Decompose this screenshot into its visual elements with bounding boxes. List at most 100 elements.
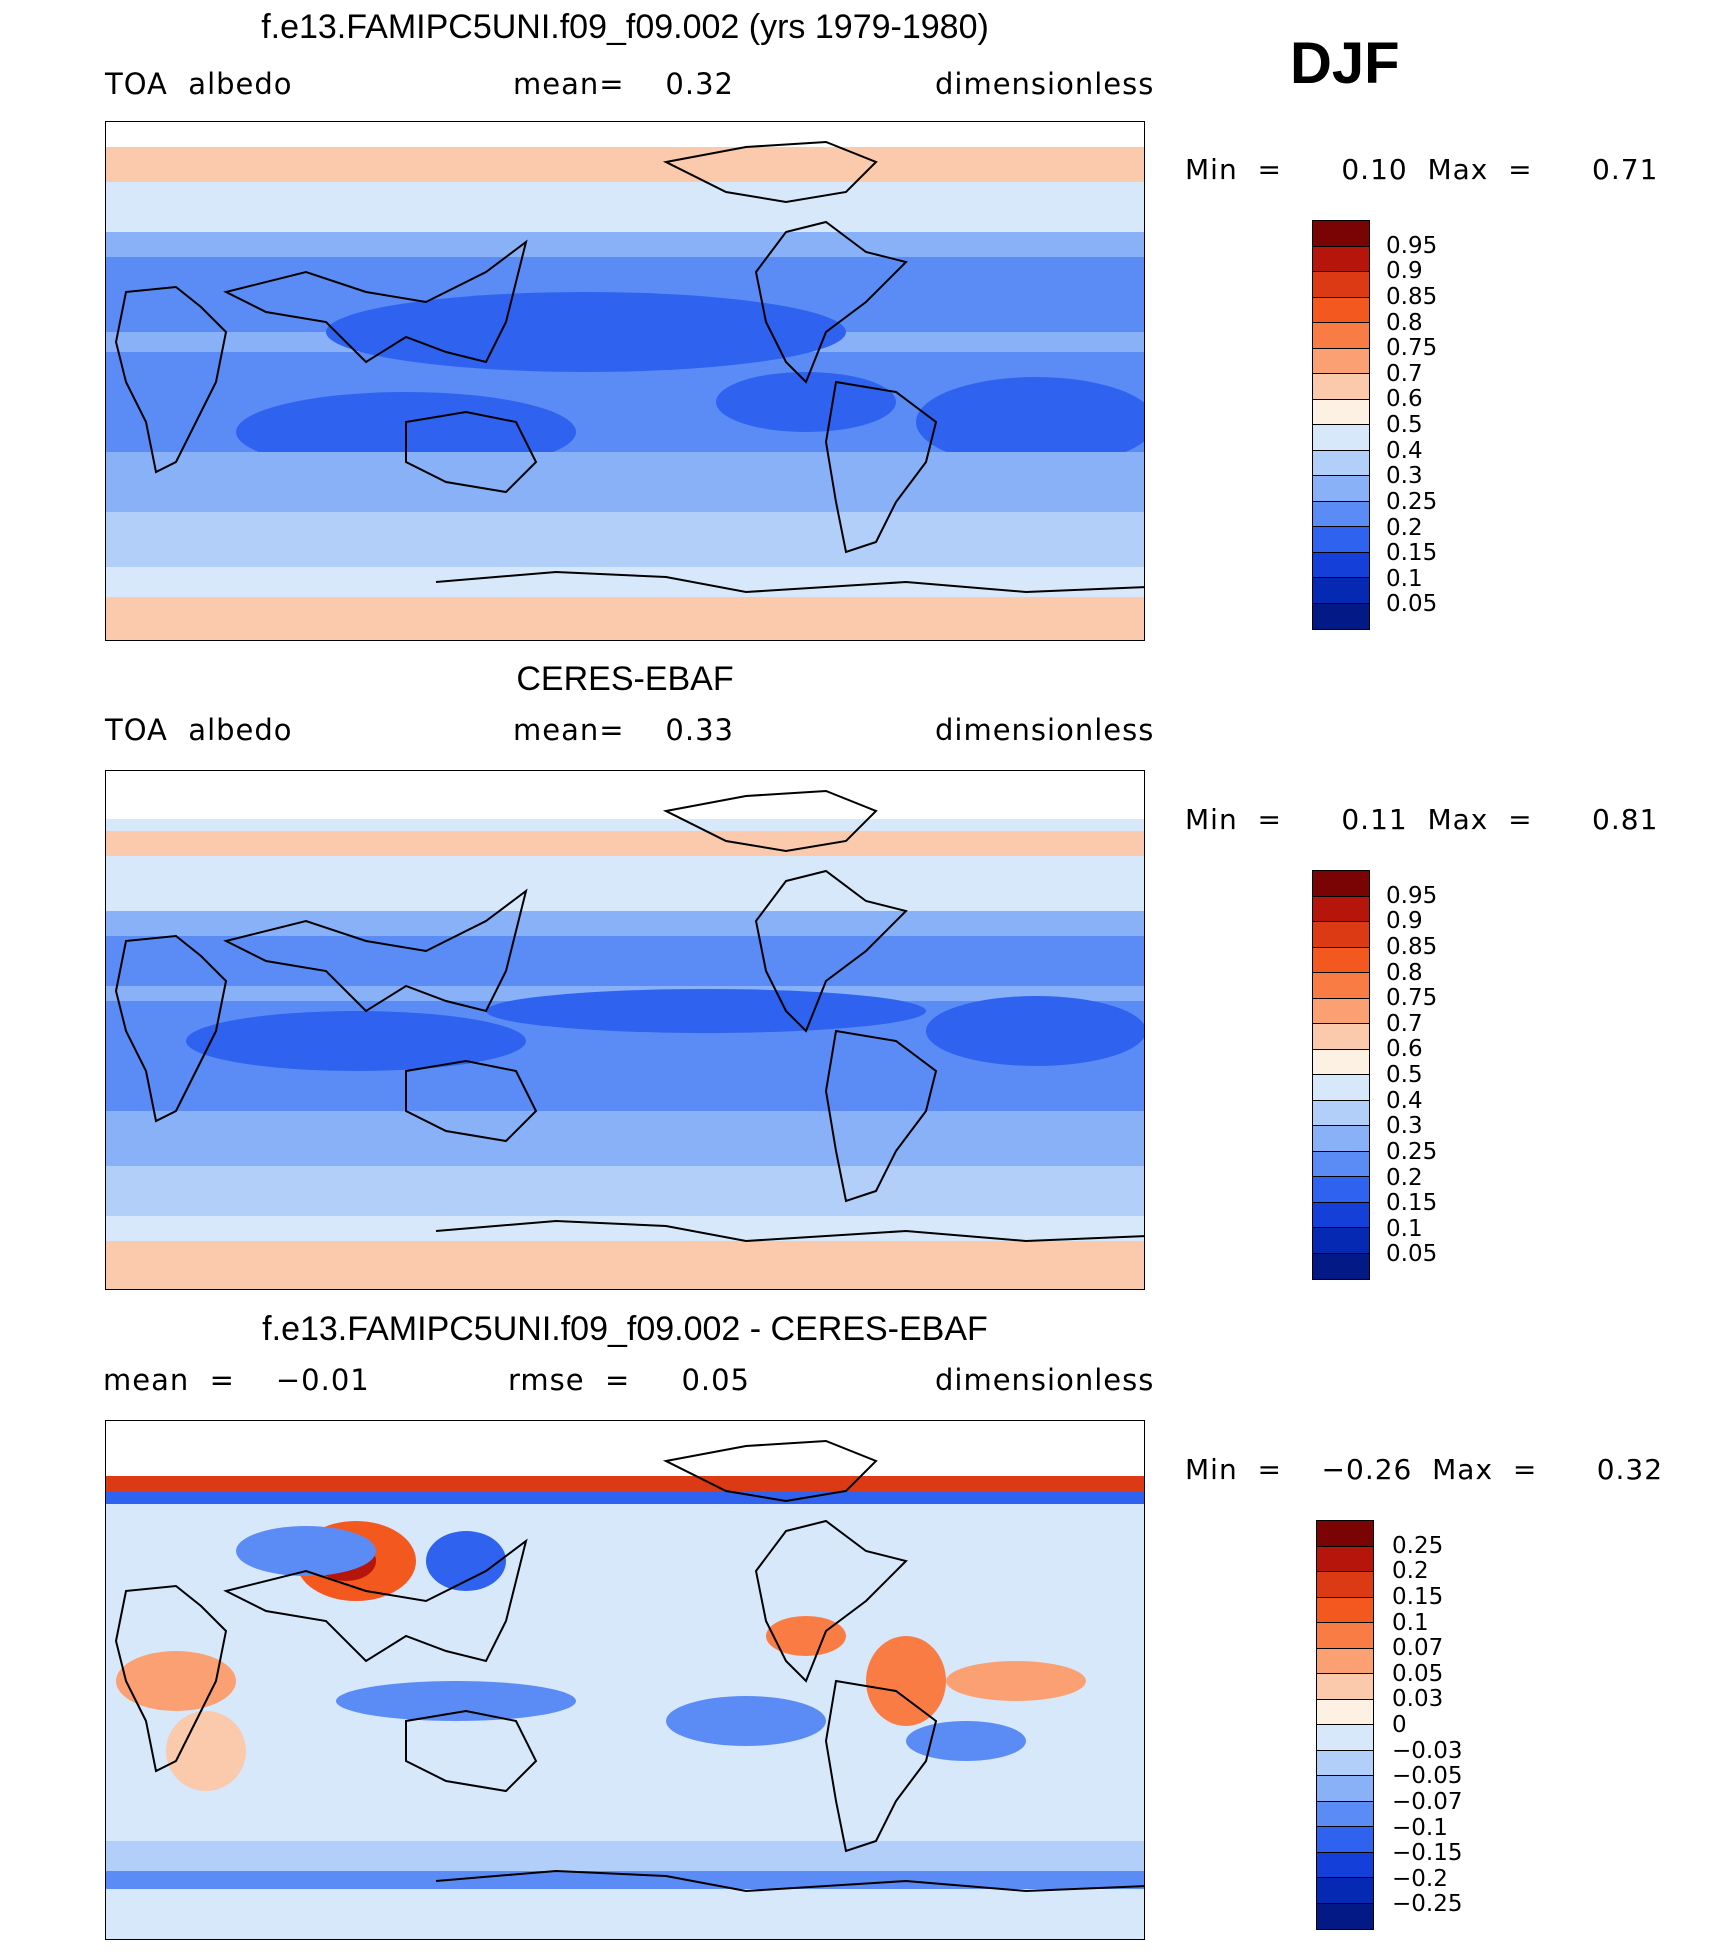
map-difference	[105, 1420, 1145, 1940]
colorbar-tick-label: 0.8	[1386, 959, 1423, 986]
colorbar-swatch	[1313, 1100, 1369, 1126]
colorbar-swatch	[1313, 603, 1369, 629]
colorbar-swatch	[1317, 1521, 1373, 1547]
colorbar-swatch	[1313, 552, 1369, 578]
colorbar-swatch	[1317, 1623, 1373, 1649]
units-label: dimensionless	[935, 1363, 1155, 1397]
colorbar-tick-label: −0.15	[1392, 1840, 1463, 1867]
colorbar-tick-label: 0.05	[1386, 1241, 1438, 1268]
colorbar-swatch	[1313, 527, 1369, 553]
colorbar	[1312, 870, 1370, 1280]
colorbar-tick-label: −0.07	[1392, 1788, 1463, 1815]
colorbar-swatch	[1317, 1648, 1373, 1674]
colorbar-tick-labels: 0.95 0.9 0.85 0.8 0.75 0.7 0.6 0.5 0.4 0.3 0.25 0.2…	[1386, 870, 1466, 1280]
colorbar-tick-label: 0.05	[1392, 1660, 1444, 1687]
colorbar-swatch	[1313, 1024, 1369, 1050]
colorbar-swatch	[1317, 1827, 1373, 1853]
colorbar-tick-label: 0.2	[1386, 514, 1423, 541]
colorbar-swatch	[1317, 1546, 1373, 1572]
colorbar-tick-label: 0.6	[1386, 386, 1423, 413]
colorbar-tick-label: 0.05	[1386, 591, 1438, 618]
units-label: dimensionless	[935, 67, 1155, 101]
colorbar-swatch	[1313, 1177, 1369, 1203]
colorbar-tick-label: −0.25	[1392, 1891, 1463, 1918]
colorbar-swatch	[1313, 578, 1369, 604]
colorbar-swatch	[1313, 221, 1369, 247]
mean-label: mean = −0.01	[103, 1363, 370, 1397]
colorbar-swatch	[1317, 1852, 1373, 1878]
colorbar-swatch	[1313, 998, 1369, 1024]
colorbar-swatch	[1313, 476, 1369, 502]
colorbar-tick-label: 0.1	[1386, 1215, 1423, 1242]
panel-subtitle-row: TOA albedo mean= 0.32 dimensionless	[0, 67, 1153, 107]
colorbar-tick-label: −0.1	[1392, 1814, 1448, 1841]
colorbar-swatch	[1313, 871, 1369, 897]
colorbar-tick-label: 0.9	[1386, 258, 1423, 285]
colorbar-tick-label: 0.3	[1386, 1113, 1423, 1140]
map-observation	[105, 770, 1145, 1290]
colorbar-swatch	[1313, 973, 1369, 999]
panel-title: f.e13.FAMIPC5UNI.f09_f09.002 (yrs 1979-1…	[261, 8, 989, 46]
colorbar-tick-label: −0.05	[1392, 1763, 1463, 1790]
panel-subtitle-row: mean = −0.01 rmse = 0.05 dimensionless	[0, 1363, 1153, 1403]
colorbar-swatch	[1313, 922, 1369, 948]
colorbar-tick-label: 0.25	[1392, 1532, 1444, 1559]
units-label: dimensionless	[935, 713, 1155, 747]
mean-label: mean= 0.33	[513, 713, 734, 747]
colorbar-tick-label: 0.15	[1386, 1190, 1438, 1217]
colorbar-swatch	[1317, 1801, 1373, 1827]
colorbar-tick-label: 0.95	[1386, 882, 1438, 909]
colorbar-tick-label: −0.2	[1392, 1865, 1448, 1892]
colorbar-tick-label: 0.25	[1386, 488, 1438, 515]
colorbar-tick-label: 0.15	[1392, 1583, 1444, 1610]
colorbar-swatch	[1313, 1049, 1369, 1075]
colorbar-swatch	[1317, 1725, 1373, 1751]
colorbar-tick-labels: 0.95 0.9 0.85 0.8 0.75 0.7 0.6 0.5 0.4 0.3 0.25 0.2…	[1386, 220, 1466, 630]
mean-label: mean= 0.32	[513, 67, 734, 101]
colorbar-tick-label: 0.7	[1386, 1010, 1423, 1037]
colorbar-swatch	[1313, 1126, 1369, 1152]
colorbar-swatch	[1317, 1776, 1373, 1802]
colorbar-tick-label: 0.3	[1386, 463, 1423, 490]
colorbar-tick-label: 0.75	[1386, 335, 1438, 362]
minmax-label: Min = −0.26 Max = 0.32	[1185, 1453, 1664, 1486]
colorbar-tick-label: −0.03	[1392, 1737, 1463, 1764]
colorbar-tick-label: 0.2	[1392, 1558, 1429, 1585]
variable-label: TOA albedo	[105, 713, 293, 747]
colorbar-tick-label: 0.1	[1392, 1609, 1429, 1636]
colorbar-tick-labels: 0.25 0.2 0.15 0.1 0.07 0.05 0.03 0 −0.03 −0.05 −0.…	[1392, 1520, 1492, 1930]
minmax-label: Min = 0.10 Max = 0.71	[1185, 153, 1659, 186]
season-label: DJF	[1290, 31, 1400, 96]
colorbar-tick-label: 0.03	[1392, 1686, 1444, 1713]
colorbar-swatch	[1313, 297, 1369, 323]
colorbar-tick-label: 0.4	[1386, 1087, 1423, 1114]
panel-title: CERES-EBAF	[516, 660, 734, 698]
panel-title: f.e13.FAMIPC5UNI.f09_f09.002 - CERES-EBA…	[262, 1310, 988, 1348]
colorbar-swatch	[1313, 348, 1369, 374]
colorbar-tick-label: 0.5	[1386, 1062, 1423, 1088]
map-model	[105, 121, 1145, 641]
colorbar-tick-label: 0.75	[1386, 985, 1438, 1012]
variable-label: TOA albedo	[105, 67, 293, 101]
colorbar-tick-label: 0.95	[1386, 232, 1438, 259]
colorbar-swatch	[1313, 896, 1369, 922]
colorbar-swatch	[1313, 1253, 1369, 1279]
colorbar-tick-label: 0.85	[1386, 933, 1438, 960]
colorbar-swatch	[1317, 1878, 1373, 1904]
colorbar-swatch	[1313, 374, 1369, 400]
colorbar-swatch	[1313, 1202, 1369, 1228]
colorbar-swatch	[1313, 246, 1369, 272]
colorbar-tick-label: 0.4	[1386, 437, 1423, 464]
colorbar-tick-label: 0.07	[1392, 1635, 1444, 1662]
colorbar-swatch	[1313, 425, 1369, 451]
colorbar-swatch	[1313, 947, 1369, 973]
colorbar-swatch	[1313, 501, 1369, 527]
colorbar-swatch	[1313, 1228, 1369, 1254]
rmse-label: rmse = 0.05	[508, 1363, 751, 1397]
colorbar-tick-label: 0.6	[1386, 1036, 1423, 1063]
colorbar-swatch	[1317, 1597, 1373, 1623]
colorbar-tick-label: 0.85	[1386, 283, 1438, 310]
colorbar-swatch	[1317, 1699, 1373, 1725]
colorbar-tick-label: 0.5	[1386, 412, 1423, 438]
colorbar-swatch	[1317, 1903, 1373, 1929]
